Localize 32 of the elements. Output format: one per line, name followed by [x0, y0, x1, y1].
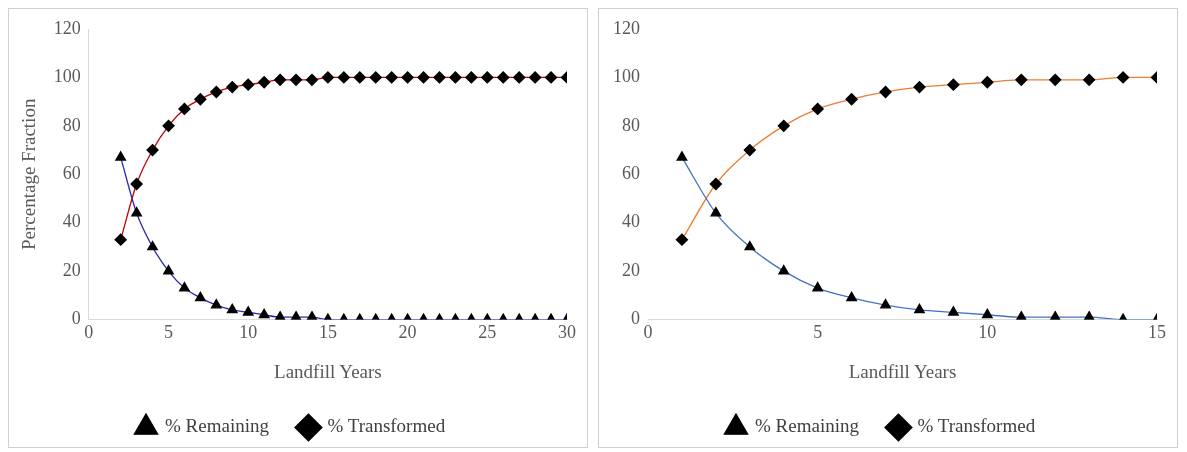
x-tick-label: 10 — [978, 322, 997, 343]
y-tick-label: 20 — [62, 259, 81, 280]
x-tick-label: 0 — [84, 322, 94, 343]
x-tick-label: 10 — [239, 322, 258, 343]
y-tick-label: 80 — [622, 114, 640, 135]
x-tick-label: 5 — [813, 322, 823, 343]
legend-label: % Transformed — [327, 415, 446, 437]
y-tick-label: 120 — [613, 17, 640, 38]
y-tick-label: 40 — [622, 211, 640, 232]
y-tick-label: 60 — [62, 163, 81, 184]
y-tick-label: 100 — [613, 66, 640, 87]
legend-label: % Remaining — [165, 415, 270, 437]
y-tick-label: 120 — [53, 17, 81, 38]
x-tick-label: 15 — [318, 322, 337, 343]
y-tick-label: 0 — [71, 308, 81, 329]
legend-label: % Remaining — [755, 415, 860, 437]
y-tick-label: 60 — [622, 163, 640, 184]
y-tick-label: 40 — [62, 211, 81, 232]
y-tick-label: 80 — [62, 114, 81, 135]
x-axis-title: Landfill Years — [274, 360, 382, 382]
x-tick-label: 5 — [164, 322, 173, 343]
x-tick-label: 15 — [1148, 322, 1166, 343]
y-tick-label: 0 — [631, 308, 640, 329]
y-axis-title: Percentage Fraction — [18, 98, 40, 250]
x-tick-label: 20 — [398, 322, 417, 343]
x-tick-label: 25 — [478, 322, 497, 343]
x-axis-title: Landfill Years — [848, 360, 957, 382]
x-tick-label: 30 — [558, 322, 576, 343]
y-tick-label: 20 — [622, 259, 640, 280]
y-tick-label: 100 — [53, 66, 81, 87]
legend-label: % Transformed — [917, 415, 1036, 437]
x-tick-label: 0 — [643, 322, 653, 343]
